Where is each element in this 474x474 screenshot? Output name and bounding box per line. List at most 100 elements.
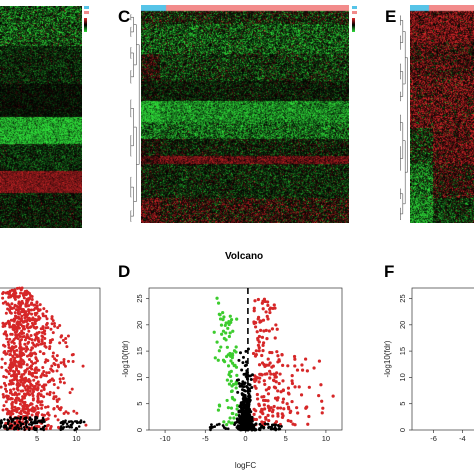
point-up [44,427,48,431]
heatmap-e-partial [410,5,474,223]
point-up [52,407,56,411]
point-ns [240,368,244,372]
point-up [304,357,308,361]
point-up [256,338,260,342]
point-up [268,369,272,373]
point-up [28,393,32,397]
point-up [48,426,52,430]
point-up [62,381,66,385]
point-up [35,304,39,308]
point-up [23,342,27,346]
point-up [256,297,260,302]
point-up [55,354,59,358]
point-up [33,317,37,321]
point-up [275,327,279,331]
point-up [272,404,276,409]
point-up [18,341,22,345]
point-up [3,330,7,334]
point-up [26,322,30,326]
point-up [15,396,19,400]
point-ns [239,401,243,405]
point-down [235,317,239,321]
point-up [40,342,44,346]
point-down [235,407,239,411]
point-up [64,341,68,345]
point-up [48,345,52,349]
point-up [262,403,266,407]
point-up [305,369,309,373]
point-ns [8,426,11,430]
point-up [41,372,45,376]
x-tick-label: 10 [72,434,80,443]
point-up [33,361,37,365]
point-up [18,286,22,290]
point-up [10,302,14,306]
point-up [264,388,268,392]
point-up [16,315,20,319]
point-up [40,331,44,335]
point-up [312,366,316,370]
point-down [229,406,234,410]
point-up [6,394,10,398]
point-down [234,386,238,390]
point-down [232,416,236,420]
point-ns [237,409,241,413]
point-ns [23,417,26,420]
point-up [18,331,22,335]
heatmap-c [141,5,349,223]
point-up [11,354,15,358]
point-up [6,307,10,311]
point-up [70,353,74,357]
point-up [300,363,304,367]
point-ns [246,413,250,417]
point-up [15,387,19,391]
point-up [273,306,277,310]
point-up [1,392,5,396]
point-up [265,363,269,367]
x-tick-label: 10 [322,434,330,443]
point-ns [235,420,239,424]
point-ns [244,360,248,364]
point-ns [241,355,245,359]
point-up [34,357,38,361]
point-up [273,396,278,400]
point-up [281,397,286,401]
point-ns [24,423,28,427]
point-up [263,372,267,376]
point-up [81,364,85,368]
point-up [268,307,272,311]
point-ns [209,428,212,432]
point-up [18,304,22,308]
point-ns [258,422,262,426]
point-up [25,298,29,302]
point-up [33,408,37,412]
point-ns [245,426,249,429]
point-ns [22,426,26,429]
heatmap-c-legend [352,6,357,32]
point-ns [244,349,248,353]
point-ns [238,384,242,388]
point-up [29,325,33,329]
point-ns [247,405,251,409]
point-ns [236,424,240,428]
point-up [44,405,48,409]
point-up [39,389,43,393]
point-up [7,343,11,347]
point-up [278,406,283,410]
point-ns [30,423,33,427]
point-up [254,321,258,325]
point-ns [14,416,18,419]
point-up [18,352,22,356]
point-up [4,387,8,391]
point-up [21,362,25,366]
point-up [7,382,11,386]
point-up [9,349,13,353]
point-up [12,387,16,391]
point-up [20,375,24,379]
point-down [234,382,238,386]
panel-letter-f: F [384,262,395,281]
point-up [281,400,285,404]
point-ns [247,402,251,406]
point-up [25,345,29,349]
point-up [252,309,256,313]
